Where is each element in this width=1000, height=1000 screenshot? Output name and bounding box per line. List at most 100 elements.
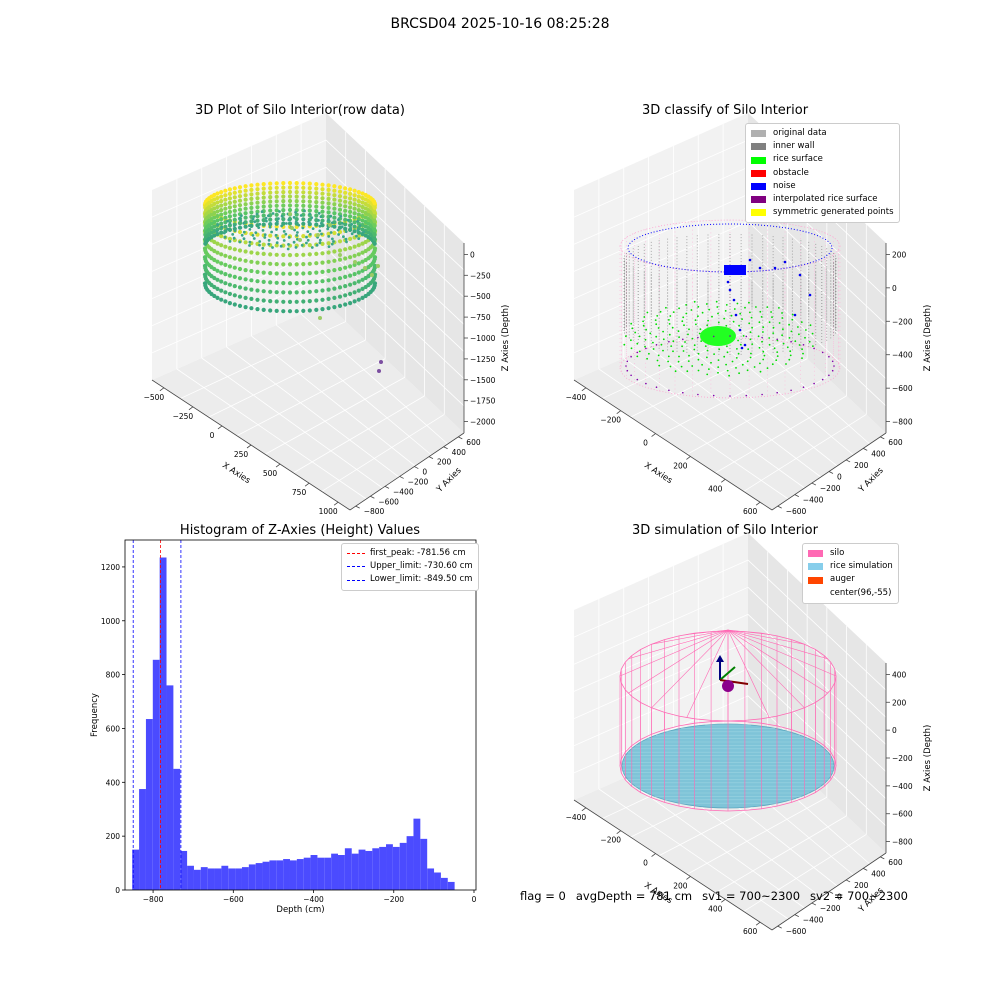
data-point <box>261 182 266 187</box>
rice-surface-point <box>760 316 763 318</box>
interpolated-point <box>697 336 699 339</box>
x-tick <box>616 830 621 834</box>
rice-surface-point <box>655 323 658 326</box>
data-point <box>219 199 224 204</box>
rice-surface-point <box>789 350 792 353</box>
rice-surface-point <box>805 329 807 331</box>
histogram-bar <box>399 842 407 890</box>
data-point <box>307 243 312 248</box>
interpolated-point <box>630 374 632 377</box>
histogram-bar <box>200 867 208 890</box>
rice-surface-point <box>717 321 720 324</box>
data-point <box>281 190 286 195</box>
data-point <box>307 190 312 195</box>
grid-line <box>630 339 788 418</box>
data-point <box>215 200 220 205</box>
data-point <box>348 214 353 219</box>
rice-surface-point <box>782 342 785 345</box>
y-tick-label: 400 <box>871 449 886 458</box>
data-point <box>255 288 260 293</box>
data-point <box>232 302 237 307</box>
data-point <box>261 195 266 200</box>
data-point <box>352 253 357 258</box>
data-point <box>212 201 217 207</box>
rice-surface-point <box>668 333 671 336</box>
data-point <box>356 230 361 235</box>
data-point <box>268 299 273 304</box>
data-point <box>348 236 353 241</box>
data-point <box>307 280 312 285</box>
rice-surface-point <box>778 322 781 324</box>
legend-label: rice simulation <box>830 561 893 572</box>
rice-surface-point <box>781 312 783 314</box>
data-point <box>360 250 365 255</box>
data-point <box>271 212 275 215</box>
rice-surface-point <box>685 312 688 315</box>
data-point <box>372 223 377 228</box>
rice-surface-point <box>736 348 738 350</box>
data-point <box>267 238 271 242</box>
data-point <box>287 185 293 190</box>
data-point <box>377 369 381 373</box>
histogram-bar <box>358 849 366 890</box>
data-point <box>242 221 246 225</box>
data-point <box>219 288 224 293</box>
rice-surface-point <box>757 335 760 338</box>
plot-frame <box>124 539 477 891</box>
data-point <box>263 233 267 237</box>
data-point <box>219 212 224 217</box>
x-tick <box>246 444 252 449</box>
data-point <box>215 286 220 291</box>
grid-line <box>300 313 448 445</box>
data-point <box>261 270 266 275</box>
sv2-text: sv2 = 700~2300 <box>810 889 908 903</box>
histogram-bar <box>351 853 359 890</box>
data-point <box>202 272 208 277</box>
data-point <box>212 210 217 216</box>
data-point <box>257 226 261 230</box>
data-point <box>287 299 293 304</box>
histogram-bar <box>317 857 325 890</box>
y-tick-label: 1000 <box>101 617 120 626</box>
data-point <box>287 180 293 186</box>
data-point <box>356 270 361 275</box>
data-point <box>337 285 343 290</box>
y-tick-label: −200 <box>820 904 841 913</box>
data-point <box>227 301 232 306</box>
interpolated-point <box>833 365 835 367</box>
grid-line <box>180 321 346 399</box>
data-point <box>307 204 312 209</box>
x-tick-label: 0 <box>643 859 648 868</box>
data-point <box>281 234 286 239</box>
y-axis-line <box>349 432 465 511</box>
data-point <box>320 251 325 256</box>
silo-roof <box>619 629 729 677</box>
data-point <box>215 213 220 219</box>
data-point <box>270 230 273 234</box>
interpolated-point <box>636 351 639 354</box>
data-point <box>227 264 232 269</box>
data-point <box>332 206 337 211</box>
data-point <box>330 221 334 225</box>
data-point <box>274 208 279 213</box>
data-point <box>332 211 337 216</box>
data-point <box>227 209 232 214</box>
histogram-bar <box>289 860 297 890</box>
data-point <box>301 308 306 313</box>
data-point <box>356 212 361 217</box>
data-point <box>329 214 333 218</box>
data-point <box>274 190 279 195</box>
data-point <box>307 199 312 204</box>
data-point <box>318 238 322 242</box>
histogram-bar <box>159 557 167 890</box>
data-point <box>314 270 319 275</box>
data-point <box>227 218 232 223</box>
z-tick-label: −1500 <box>470 376 496 385</box>
data-point <box>227 196 232 201</box>
x-axis-label: X Axies <box>220 461 252 487</box>
data-point <box>232 236 236 240</box>
y-tick-label: 600 <box>466 438 481 447</box>
data-point <box>294 181 299 186</box>
data-point <box>215 277 220 282</box>
rice-surface-point <box>789 354 792 357</box>
